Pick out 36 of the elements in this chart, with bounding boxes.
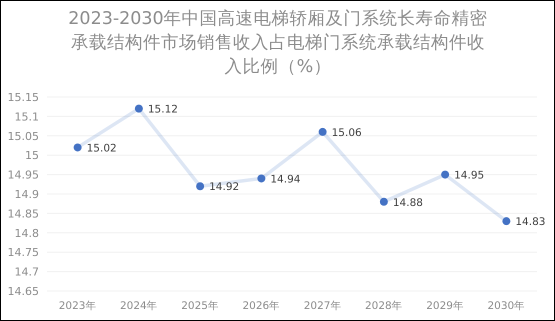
x-tick-label: 2025年 — [181, 300, 219, 312]
point — [196, 182, 204, 190]
point — [257, 174, 266, 182]
y-tick-label: 14.7 — [14, 266, 39, 279]
y-tick-label: 14.75 — [8, 246, 39, 260]
y-tick-label: 14.8 — [14, 226, 39, 240]
y-tick-label: 14.85 — [8, 207, 39, 220]
x-tick-label: 2026年 — [242, 300, 280, 312]
y-tick-label: 14.65 — [8, 285, 39, 298]
data-label: 14.94 — [270, 173, 301, 186]
data-label: 15.12 — [148, 104, 178, 116]
x-tick-label: 2029年 — [426, 300, 464, 312]
y-tick-label: 15.05 — [8, 130, 39, 143]
x-tick-label: 2030年 — [488, 300, 526, 312]
y-tick-label: 15.15 — [8, 91, 39, 104]
x-tick-label: 2023年 — [58, 300, 96, 312]
data-label: 15.02 — [86, 142, 117, 154]
x-tick-label: 2028年 — [365, 300, 403, 312]
point — [74, 143, 82, 152]
data-label: 14.95 — [454, 170, 484, 182]
data-label: 15.06 — [332, 126, 362, 139]
y-tick-label: 14.9 — [14, 188, 39, 201]
point — [134, 104, 143, 113]
x-tick-label: 2024年 — [120, 300, 158, 312]
data-label: 14.88 — [392, 196, 423, 209]
y-tick-label: 15.1 — [14, 110, 39, 124]
y-tick-label: 14.95 — [8, 168, 39, 182]
data-label: 14.83 — [515, 216, 546, 228]
y-tick-label: 15 — [25, 149, 39, 162]
point — [318, 128, 327, 136]
point — [502, 217, 510, 226]
x-tick-label: 2027年 — [304, 300, 342, 312]
chart-title: 2023-2030年中国高速电梯轿厢及门系统长寿命精密承载结构件市场销售收入占电梯门系统承载结构件收入比例（%） — [67, 8, 489, 79]
point — [441, 170, 450, 179]
data-label: 14.92 — [209, 181, 240, 194]
point — [380, 198, 388, 206]
